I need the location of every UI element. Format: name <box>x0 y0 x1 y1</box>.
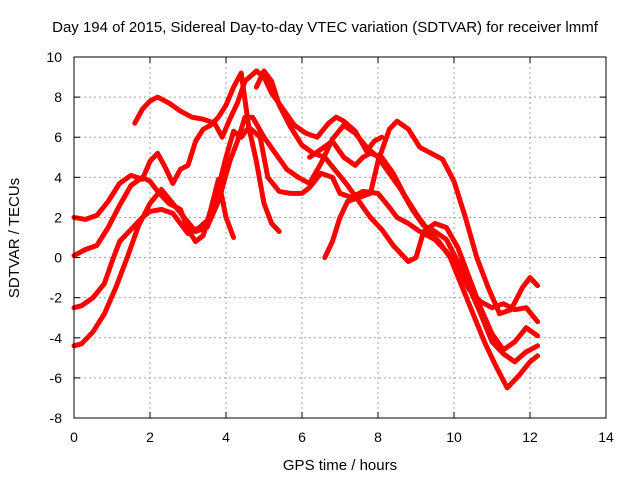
plot-frame <box>73 56 607 419</box>
y-tick-label: 2 <box>54 209 62 225</box>
series-line-track-4 <box>71 70 282 234</box>
y-tick-label: 4 <box>54 169 62 185</box>
x-tick-label: 12 <box>522 429 538 445</box>
x-tick-label: 6 <box>298 429 306 445</box>
y-tick-label: 8 <box>54 89 62 105</box>
series-layer <box>71 68 541 391</box>
y-tick-label: -8 <box>50 410 63 426</box>
series-line-track-2 <box>71 114 541 365</box>
y-tick-label: 10 <box>46 49 62 65</box>
y-tick-label: -2 <box>50 290 63 306</box>
x-tick-label: 2 <box>146 429 154 445</box>
x-tick-label: 4 <box>222 429 230 445</box>
x-tick-label: 8 <box>374 429 382 445</box>
y-tick-label: 6 <box>54 129 62 145</box>
series-line-track-3 <box>132 68 385 154</box>
series-line-track-8 <box>307 138 541 391</box>
series-line-track-5 <box>71 174 237 259</box>
series-line-track-6 <box>253 68 541 353</box>
x-tick-label: 14 <box>598 429 614 445</box>
y-axis-label: SDTVAR / TECUs <box>6 178 23 298</box>
y-tick-label: -4 <box>50 330 63 346</box>
chart-title: Day 194 of 2015, Sidereal Day-to-day VTE… <box>52 19 599 36</box>
y-tick-label: 0 <box>54 250 62 266</box>
x-tick-label: 0 <box>70 429 78 445</box>
series-line-track-7 <box>322 118 541 317</box>
x-axis-label: GPS time / hours <box>283 457 397 474</box>
x-tick-label: 10 <box>446 429 462 445</box>
y-tick-label: -6 <box>50 370 63 386</box>
axis-ticks: 0 2 4 6 8 10 12 14 -8 -6 -4 -2 0 2 4 6 8 10 <box>46 49 614 445</box>
